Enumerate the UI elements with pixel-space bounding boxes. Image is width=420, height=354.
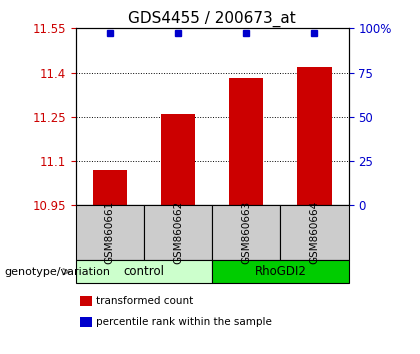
Text: GSM860661: GSM860661 — [105, 201, 115, 264]
Text: GSM860662: GSM860662 — [173, 201, 183, 264]
Bar — [161, 114, 195, 205]
Bar — [297, 67, 331, 205]
Text: GSM860663: GSM860663 — [241, 201, 251, 264]
Text: percentile rank within the sample: percentile rank within the sample — [96, 317, 272, 327]
Bar — [229, 79, 263, 205]
Text: RhoGDI2: RhoGDI2 — [255, 265, 306, 278]
Title: GDS4455 / 200673_at: GDS4455 / 200673_at — [128, 11, 296, 27]
Bar — [93, 170, 127, 205]
Text: control: control — [123, 265, 164, 278]
Text: GSM860664: GSM860664 — [310, 201, 320, 264]
Text: transformed count: transformed count — [96, 296, 193, 306]
Text: genotype/variation: genotype/variation — [4, 267, 110, 277]
